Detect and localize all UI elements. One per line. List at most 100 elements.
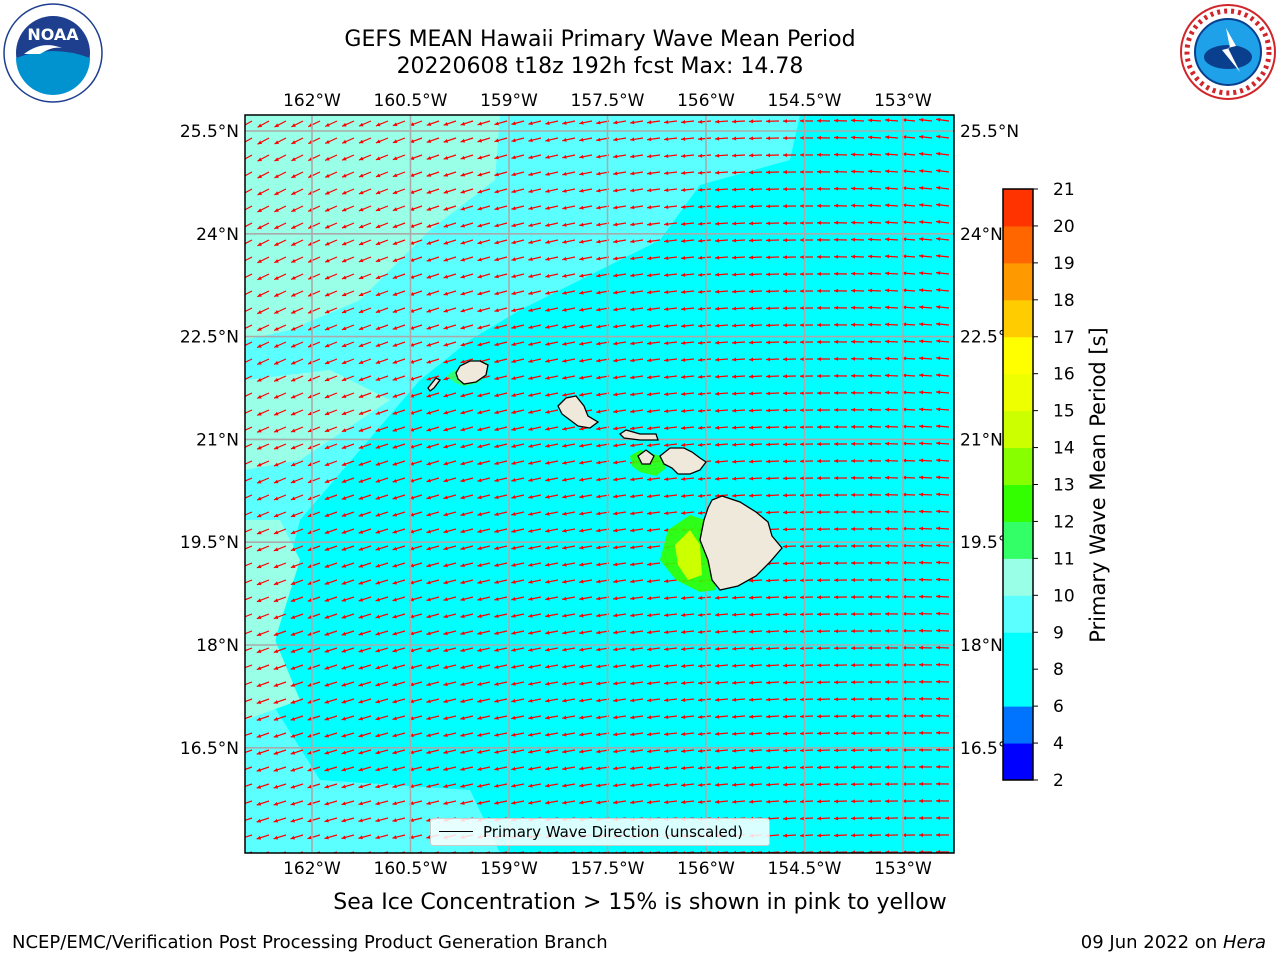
wave-arrow (867, 458, 882, 463)
wave-arrow (358, 307, 372, 314)
wave-arrow (375, 188, 389, 195)
wave-arrow (647, 222, 661, 227)
wave-arrow (664, 477, 678, 482)
wave-arrow (613, 256, 627, 261)
wave-arrow (681, 204, 695, 209)
wave-arrow (748, 374, 763, 379)
wave-arrow (511, 494, 525, 499)
wave-arrow (918, 492, 933, 497)
wave-arrow (664, 358, 678, 363)
colorbar-tick-label: 17 (1053, 328, 1075, 348)
wave-arrow (731, 153, 746, 158)
lat-label-left: 21°N (196, 430, 239, 450)
wave-arrow (426, 426, 440, 432)
wave-arrow (528, 358, 542, 363)
wave-arrow (245, 562, 253, 567)
wave-arrow (545, 358, 559, 363)
wave-arrow (426, 392, 440, 398)
wave-arrow (799, 459, 814, 464)
wave-arrow (545, 307, 559, 312)
wave-arrow (918, 373, 933, 378)
wave-arrow (850, 407, 865, 412)
wave-arrow (545, 375, 559, 380)
wave-arrow (816, 374, 831, 378)
wave-arrow (273, 528, 287, 535)
wave-arrow (443, 120, 457, 126)
wave-arrow (375, 511, 389, 517)
wave-arrow (392, 324, 406, 330)
wave-arrow (748, 340, 763, 345)
wave-arrow (867, 543, 882, 548)
wave-arrow (647, 239, 661, 244)
wave-arrow (867, 424, 882, 429)
wave-arrow (850, 475, 865, 480)
wave-arrow (799, 357, 814, 362)
wave-arrow (867, 186, 882, 191)
wave-arrow (816, 203, 831, 208)
wave-arrow (375, 477, 389, 483)
wave-arrow (714, 357, 729, 362)
wave-arrow (273, 477, 287, 484)
wave-arrow (460, 256, 474, 262)
wave-arrow (647, 188, 661, 193)
wave-arrow (681, 170, 695, 175)
wave-arrow (392, 239, 406, 246)
lon-label-bottom: 160.5°W (374, 859, 448, 879)
wave-arrow (918, 271, 933, 276)
wave-arrow (307, 579, 321, 585)
wave-arrow (782, 459, 797, 464)
wave-arrow (256, 579, 270, 586)
wave-arrow (426, 358, 440, 364)
wave-arrow (324, 188, 338, 195)
wave-arrow (799, 204, 814, 208)
wave-arrow (392, 188, 406, 195)
wave-arrow (884, 271, 899, 276)
wave-arrow (562, 171, 576, 176)
wave-arrow (630, 477, 644, 482)
wave-arrow (918, 339, 933, 344)
wave-arrow (630, 341, 644, 346)
wave-arrow (816, 306, 831, 310)
wave-arrow (562, 256, 576, 261)
colorbar-tick-label: 2 (1053, 771, 1064, 791)
wave-arrow (765, 493, 780, 498)
wave-arrow (919, 152, 933, 156)
wave-arrow (867, 390, 882, 395)
wave-arrow (936, 151, 950, 156)
wave-arrow (562, 443, 576, 448)
wave-arrow (274, 239, 287, 247)
wave-arrow (324, 256, 338, 263)
wave-arrow (426, 341, 440, 347)
wave-arrow (765, 357, 780, 362)
wave-arrow (511, 409, 525, 414)
wave-arrow (562, 273, 576, 278)
wave-arrow (579, 545, 593, 550)
wave-arrow (748, 221, 763, 226)
wave-arrow (545, 290, 559, 295)
wave-arrow (918, 305, 933, 310)
wave-arrow (256, 443, 270, 450)
wave-arrow (358, 171, 372, 178)
wave-arrow (782, 238, 797, 243)
wave-arrow (562, 307, 576, 312)
wave-arrow (290, 562, 304, 569)
wave-arrow (562, 120, 576, 125)
wave-arrow (935, 560, 950, 565)
wave-arrow (562, 528, 576, 533)
wave-arrow (664, 409, 678, 414)
wave-arrow (799, 221, 814, 225)
wave-arrow (799, 391, 814, 396)
wave-arrow (426, 239, 440, 245)
wave-arrow (714, 153, 729, 158)
wave-arrow (765, 323, 780, 328)
wave-arrow (816, 340, 831, 344)
wave-arrow (647, 171, 661, 176)
wave-arrow (698, 476, 712, 481)
wave-arrow (257, 239, 270, 247)
wave-arrow (681, 255, 695, 260)
wave-arrow (341, 154, 355, 161)
wave-arrow (833, 459, 848, 463)
wave-arrow (884, 152, 899, 157)
wave-arrow (528, 273, 542, 278)
wave-arrow (494, 392, 508, 398)
